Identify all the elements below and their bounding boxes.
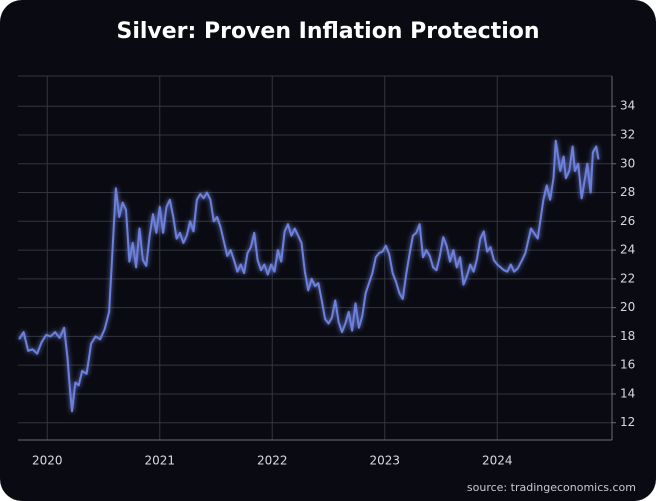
- x-tick-label: 2020: [32, 454, 63, 468]
- x-tick-label: 2023: [369, 454, 400, 468]
- y-tick-label: 34: [620, 99, 635, 113]
- y-tick-label: 12: [620, 415, 635, 429]
- x-tick-label: 2024: [482, 454, 513, 468]
- x-tick-label: 2021: [144, 454, 175, 468]
- y-tick-label: 20: [620, 300, 635, 314]
- y-tick-label: 16: [620, 358, 635, 372]
- y-tick-label: 14: [620, 386, 635, 400]
- chart-title: Silver: Proven Inflation Protection: [116, 19, 539, 44]
- y-tick-label: 26: [620, 214, 635, 228]
- y-tick-label: 28: [620, 185, 635, 199]
- y-tick-label: 30: [620, 156, 635, 170]
- y-tick-label: 24: [620, 243, 635, 257]
- y-tick-label: 32: [620, 127, 635, 141]
- x-tick-label: 2022: [257, 454, 288, 468]
- price-line: [18, 139, 600, 413]
- y-tick-label: 22: [620, 271, 635, 285]
- y-tick-label: 18: [620, 329, 635, 343]
- source-note: source: tradingeconomics.com: [467, 481, 636, 494]
- plot: [18, 139, 600, 413]
